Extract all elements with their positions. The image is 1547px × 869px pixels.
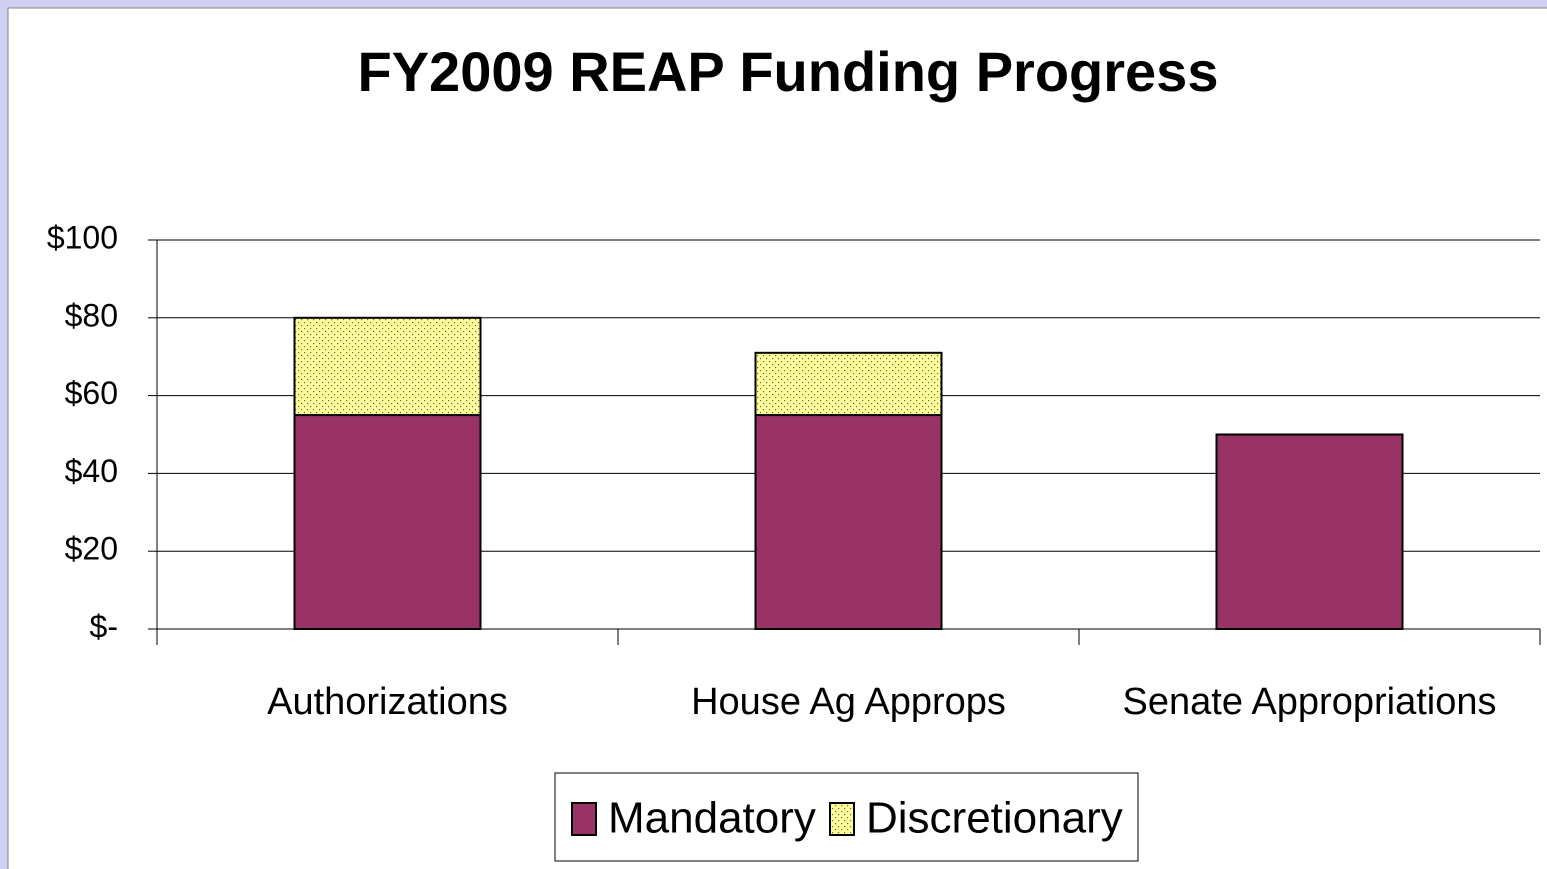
legend-swatch bbox=[571, 802, 597, 836]
y-tick-label: $100 bbox=[47, 219, 118, 255]
bar-segment bbox=[293, 316, 482, 417]
legend-swatch bbox=[829, 802, 855, 836]
bar-segment bbox=[754, 414, 943, 630]
y-tick-label: $20 bbox=[65, 531, 118, 567]
y-tick-label: $40 bbox=[65, 453, 118, 489]
bar-segment bbox=[1215, 433, 1404, 630]
legend-label: Mandatory bbox=[608, 794, 816, 843]
legend-label: Discretionary bbox=[866, 794, 1123, 843]
bar-segment bbox=[754, 351, 943, 417]
x-tick-label: Authorizations bbox=[267, 681, 508, 723]
legend-box bbox=[554, 772, 1139, 862]
x-tick-label: Senate Appropriations bbox=[1123, 681, 1497, 723]
y-tick-label: $- bbox=[90, 608, 118, 644]
bar-segment bbox=[293, 414, 482, 630]
chart-title: FY2009 REAP Funding Progress bbox=[358, 40, 1219, 103]
y-tick-label: $80 bbox=[65, 297, 118, 333]
x-tick-label: House Ag Approps bbox=[691, 681, 1006, 723]
y-tick-label: $60 bbox=[65, 375, 118, 411]
